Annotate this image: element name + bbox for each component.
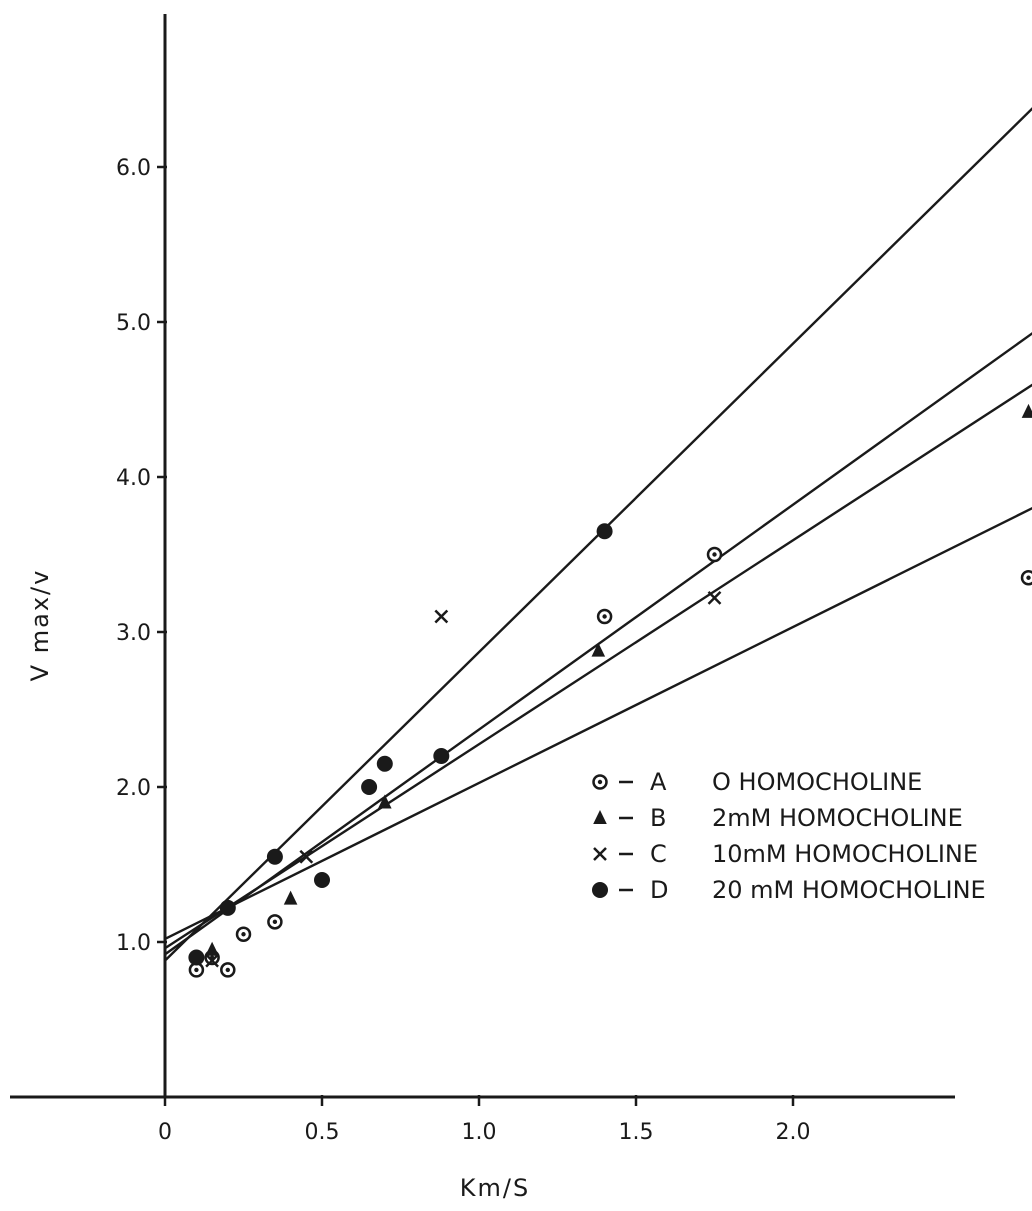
legend-series-name: B [650, 804, 666, 832]
legend-series-label: 2mM HOMOCHOLINE [712, 804, 963, 832]
point-d [596, 523, 613, 540]
legend-item-a: A O HOMOCHOLINE [592, 768, 922, 796]
point-b [205, 941, 219, 956]
point-c-stroke-b [707, 591, 722, 605]
point-d [433, 748, 450, 764]
x-tick-label: 1.0 [462, 1120, 497, 1145]
legend-series-name: A [650, 768, 667, 796]
point-d [266, 848, 283, 865]
y-tick-label: 2.0 [116, 776, 151, 801]
point-c [707, 591, 722, 605]
point-b [591, 642, 606, 657]
legend-series-name: C [650, 840, 667, 868]
fit-line-a [164, 506, 1032, 940]
point-a [596, 608, 613, 625]
point-a [1020, 570, 1032, 586]
point-c [205, 953, 219, 968]
legend-item-b: B 2mM HOMOCHOLINE [593, 804, 963, 832]
y-axis-label: V max/v [26, 569, 54, 682]
point-a [220, 962, 236, 978]
y-tick-label: 1.0 [116, 931, 151, 956]
point-c-stroke-b [299, 849, 314, 864]
x-tick-label: 0 [158, 1120, 172, 1145]
legend-series-label: 10mM HOMOCHOLINE [712, 840, 978, 868]
point-a-dot [272, 919, 278, 925]
legend-item-c: C 10mM HOMOCHOLINE [593, 840, 978, 868]
x-axis-label: Km/S [460, 1174, 530, 1202]
data-points [188, 403, 1032, 978]
y-tick-label: 4.0 [116, 466, 151, 491]
legend-item-d: D 20 mM HOMOCHOLINE [592, 876, 986, 904]
point-d [376, 755, 393, 772]
point-c [434, 609, 449, 624]
fit-line-b [164, 383, 1032, 950]
point-c-stroke-b [434, 609, 449, 624]
point-a-dot [194, 967, 199, 973]
legend-series-label: 20 mM HOMOCHOLINE [712, 876, 986, 904]
axes: 00.51.01.52.03.04.01.02.03.04.05.06.0 [10, 14, 955, 1145]
legend-marker-c [593, 847, 607, 861]
legend-series-label: O HOMOCHOLINE [712, 768, 922, 796]
point-a [235, 926, 252, 942]
point-c [299, 849, 314, 864]
point-d [314, 872, 330, 888]
point-c-stroke-b [205, 953, 219, 968]
point-d [219, 899, 236, 916]
point-d [188, 949, 205, 966]
x-tick-label: 1.5 [619, 1120, 654, 1145]
legend-marker-d [592, 882, 608, 898]
legend-marker-b [593, 810, 607, 824]
point-a-dot [602, 614, 607, 619]
x-tick-label: 0.5 [305, 1120, 340, 1145]
y-tick-label: 5.0 [116, 311, 151, 336]
legend: A O HOMOCHOLINE B 2mM HOMOCHOLINE C 10mM HOMO… [592, 768, 986, 904]
fit-line-c [164, 332, 1032, 956]
point-a [188, 962, 205, 978]
point-a-dot [1026, 575, 1031, 580]
fit-line-d [164, 107, 1032, 962]
legend-marker-c-stroke-b [593, 847, 607, 861]
point-b [378, 794, 392, 809]
legend-marker-a-dot [597, 779, 603, 785]
point-b [283, 890, 298, 905]
point-a [706, 546, 723, 563]
legend-series-name: D [650, 876, 668, 904]
fit-lines: ABCD [164, 107, 1032, 962]
point-a [267, 914, 283, 930]
point-a-dot [225, 967, 230, 973]
y-tick-label: 3.0 [116, 621, 151, 646]
legend-marker-a [592, 774, 608, 790]
y-tick-label: 6.0 [116, 156, 151, 181]
point-b [1021, 403, 1032, 418]
x-tick-label: 2.0 [776, 1120, 811, 1145]
point-a-dot [241, 932, 246, 937]
point-a-dot [712, 552, 717, 557]
point-d [361, 779, 378, 795]
